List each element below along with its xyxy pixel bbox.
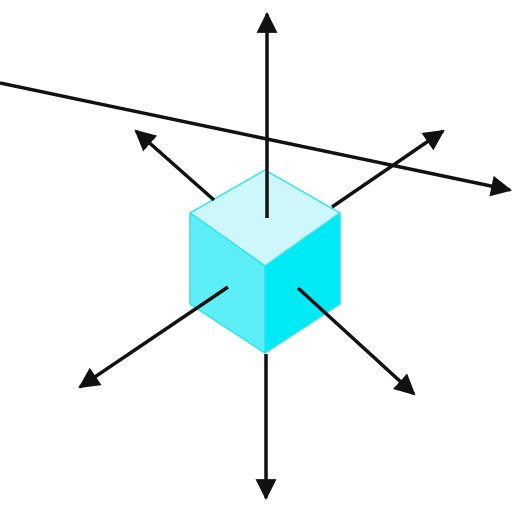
cube-right-face <box>264 212 341 354</box>
cube <box>189 169 341 354</box>
arrows <box>0 11 512 501</box>
arrow-lower-right <box>296 286 416 396</box>
arrow-long-diagonal <box>0 81 512 197</box>
arrow-upper-right <box>331 129 445 209</box>
arrow-upper-left <box>134 129 216 202</box>
arrow-lower-left <box>78 285 229 389</box>
